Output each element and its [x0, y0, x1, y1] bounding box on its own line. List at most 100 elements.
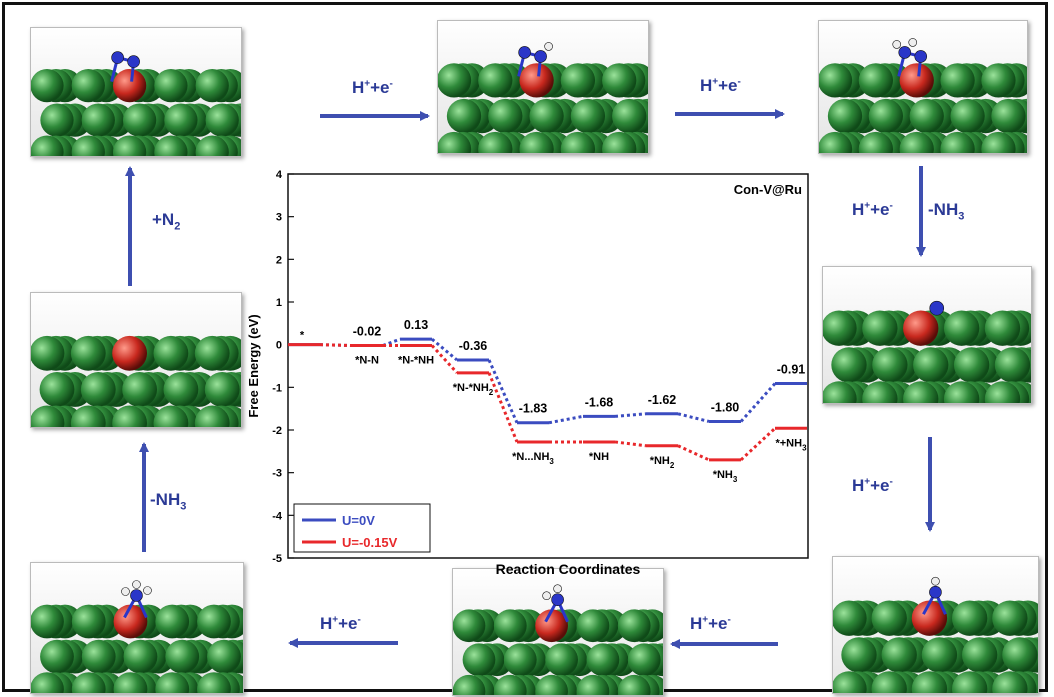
vanadium-atom [112, 335, 148, 371]
ruthenium-atom [40, 103, 74, 137]
vanadium-atom [911, 600, 948, 636]
ruthenium-atom [913, 347, 949, 383]
ruthenium-atom [953, 347, 990, 383]
slab-n [823, 300, 1031, 403]
hydrogen-atom [132, 580, 141, 589]
ruthenium-atom [833, 600, 867, 636]
ruthenium-atom [438, 63, 472, 98]
category-label: *NH [589, 451, 609, 463]
ruthenium-atom [862, 381, 898, 403]
ruthenium-atom [155, 672, 190, 693]
ruthenium-atom [950, 98, 985, 134]
ruthenium-atom [204, 372, 240, 407]
ruthenium-atom [112, 135, 147, 156]
ruthenium-atom [207, 639, 241, 674]
category-label: *N-*NH2 [453, 382, 494, 397]
ruthenium-atom [994, 347, 1031, 383]
step-connector [739, 382, 777, 423]
ruthenium-atom [576, 609, 610, 643]
ruthenium-atom [981, 131, 1016, 153]
ruthenium-atom [899, 131, 934, 153]
hydrogen-atom [121, 587, 130, 596]
ruthenium-atom [31, 604, 64, 639]
slab-nh3 [31, 580, 243, 693]
ruthenium-atom [478, 131, 513, 153]
ruthenium-atom [71, 672, 106, 693]
legend-label: U=0V [342, 513, 375, 528]
label-bottom-right: H++e- [690, 614, 731, 633]
ruthenium-atom [617, 674, 651, 695]
ruthenium-atom [195, 68, 229, 103]
vanadium-atom [535, 609, 568, 643]
y-tick-label: 1 [276, 297, 282, 309]
structure-panel-n-nh2 [818, 20, 1028, 154]
ruthenium-atom [31, 405, 65, 427]
ruthenium-atom [493, 674, 527, 695]
category-label: *N...NH3 [512, 451, 554, 466]
data-label: -0.91 [777, 362, 806, 376]
ruthenium-atom [617, 609, 651, 643]
step-connector [487, 372, 519, 443]
ruthenium-atom [446, 98, 482, 134]
ruthenium-atom [871, 671, 907, 693]
plot-area [287, 173, 809, 559]
structure-panel-nh2 [452, 568, 664, 696]
ruthenium-atom [155, 604, 190, 639]
nitrogen-atom [518, 46, 531, 59]
x-axis-label: Reaction Coordinates [496, 561, 641, 577]
hydrogen-atom [908, 38, 918, 47]
category-label: *+NH3 [775, 437, 807, 452]
ruthenium-atom [560, 63, 596, 98]
ruthenium-atom [911, 671, 948, 693]
step-connector [739, 427, 777, 461]
ruthenium-atom [195, 135, 229, 156]
structure-panel-nh3 [30, 562, 244, 694]
nitrogen-atom [130, 589, 143, 602]
ruthenium-atom [535, 674, 568, 695]
ruthenium-atom [462, 643, 496, 677]
ruthenium-atom [122, 372, 158, 407]
ruthenium-atom [909, 98, 944, 134]
slab-nh [833, 576, 1038, 693]
category-label: *N-N [355, 355, 379, 367]
vanadium-atom [519, 63, 554, 98]
chart-title: Con-V@Ru [734, 182, 802, 197]
ruthenium-atom [576, 674, 610, 695]
ruthenium-atom [478, 63, 513, 98]
label-right-upper-product: -NH3 [928, 200, 965, 223]
nitrogen-atom [929, 585, 942, 599]
ruthenium-atom [819, 131, 853, 153]
ruthenium-atom [612, 98, 647, 134]
ruthenium-atom [529, 98, 564, 134]
label-left-upper: +N2 [152, 210, 181, 233]
structure-panel-n2-adsorbed [30, 27, 242, 157]
hydrogen-atom [553, 584, 562, 594]
vanadium-atom [113, 604, 148, 639]
slab-nh2 [453, 584, 663, 695]
nitrogen-atom [898, 46, 912, 59]
ruthenium-atom [833, 671, 867, 693]
category-label: *NH2 [650, 455, 675, 470]
hydrogen-atom [542, 591, 551, 601]
ruthenium-atom [153, 335, 189, 371]
label-bottom-left: H++e- [320, 614, 361, 633]
structure-panel-clean-surface [30, 292, 242, 428]
slab-nnh [438, 42, 648, 153]
data-label: -0.02 [353, 325, 382, 339]
vanadium-atom [112, 68, 147, 103]
ruthenium-atom [858, 63, 894, 98]
nitrogen-atom [914, 50, 928, 63]
ruthenium-atom [921, 637, 958, 673]
y-tick-label: 3 [276, 212, 282, 224]
ruthenium-atom [163, 372, 199, 407]
ruthenium-atom [881, 637, 917, 673]
ruthenium-atom [981, 63, 1016, 98]
data-label: -1.80 [711, 400, 740, 414]
nitrogen-atom [534, 50, 547, 63]
vanadium-atom [899, 63, 934, 98]
data-label: -1.83 [519, 402, 548, 416]
ruthenium-atom [602, 131, 637, 153]
ruthenium-atom [951, 671, 988, 693]
ruthenium-atom [71, 135, 105, 156]
ruthenium-atom [1002, 637, 1038, 673]
